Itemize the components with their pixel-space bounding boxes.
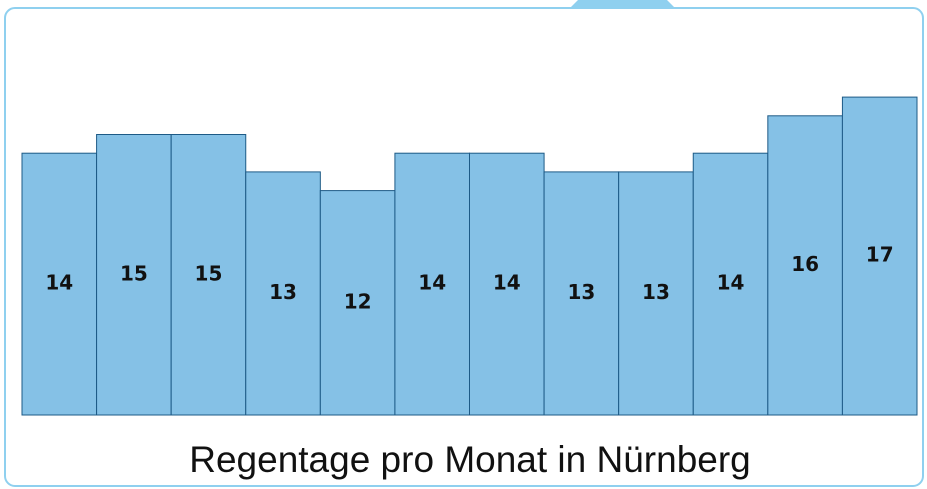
bar <box>618 171 694 416</box>
value-label: 14 <box>418 271 446 295</box>
bar <box>394 152 470 416</box>
card-tab <box>570 0 675 8</box>
value-label: 14 <box>493 271 521 295</box>
bar <box>692 152 769 416</box>
bar <box>21 152 98 416</box>
chart-title: Regentage pro Monat in Nürnberg <box>189 439 751 480</box>
value-label: 13 <box>567 280 595 304</box>
bars: 14 15 15 13 12 14 14 13 13 14 16 17 <box>21 96 918 416</box>
value-label: 16 <box>791 252 819 276</box>
value-label: 14 <box>717 271 745 295</box>
value-label: 14 <box>45 271 73 295</box>
bar <box>245 171 321 416</box>
value-label: 13 <box>642 280 670 304</box>
bar <box>767 115 843 416</box>
value-label: 13 <box>269 280 297 304</box>
bar <box>319 190 396 416</box>
value-label: 17 <box>866 243 894 267</box>
value-label: 15 <box>195 261 223 285</box>
value-label: 12 <box>344 289 372 313</box>
bar <box>841 96 918 416</box>
bar <box>543 171 620 416</box>
value-label: 15 <box>120 261 148 285</box>
bar <box>170 134 247 416</box>
